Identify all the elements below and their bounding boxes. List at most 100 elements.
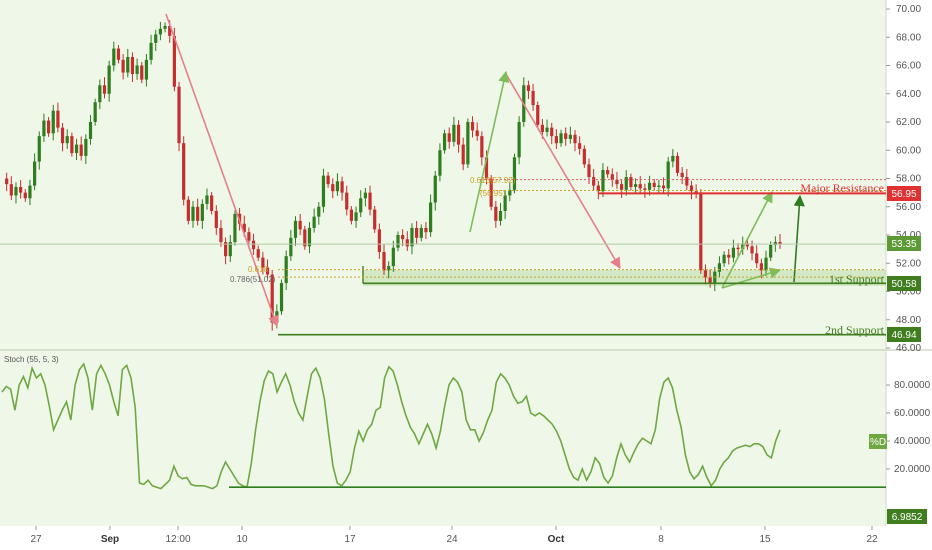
candle-body xyxy=(391,247,395,267)
candle-body xyxy=(536,105,540,125)
candle-body xyxy=(228,242,232,257)
candle-body xyxy=(722,254,726,264)
stoch-support-badge xyxy=(887,509,927,524)
candle-body xyxy=(717,263,722,272)
price-tick-label: 60.00 xyxy=(896,145,921,156)
time-axis-background xyxy=(0,526,932,550)
candle-body xyxy=(200,203,204,221)
candle-body xyxy=(261,257,265,268)
candle-body xyxy=(508,189,512,196)
candle-body xyxy=(540,124,545,132)
candle-body xyxy=(582,148,586,165)
candle-body xyxy=(186,199,190,221)
price-tick-label: 48.00 xyxy=(896,315,921,326)
first-support-zone xyxy=(363,270,886,286)
candle-body xyxy=(363,192,367,199)
stoch-tick-label: 20.0000 xyxy=(894,464,931,475)
candle-body xyxy=(210,195,214,211)
candle-body xyxy=(5,178,9,185)
time-tick-label: 12:00 xyxy=(165,534,190,545)
time-tick-label: 17 xyxy=(344,534,356,545)
candle-body xyxy=(144,59,149,80)
candle-body xyxy=(387,266,391,271)
candle-body xyxy=(773,242,777,245)
price-tick-label: 64.00 xyxy=(896,89,921,100)
last-price-badge-text: 53.35 xyxy=(891,239,916,250)
time-tick-label: 10 xyxy=(236,534,248,545)
candle-body xyxy=(545,127,549,132)
candle-body xyxy=(79,144,83,156)
fib-label-786: 0.786(51.02) xyxy=(230,275,276,284)
candle-body xyxy=(135,65,139,74)
projected-up-arrow xyxy=(793,194,805,283)
candle-body xyxy=(517,122,521,158)
first-support-label: 1st Support xyxy=(829,272,885,286)
candle-body xyxy=(303,229,307,247)
candle-body xyxy=(596,185,600,192)
resistance-price-badge-text: 56.95 xyxy=(891,189,916,200)
candle-body xyxy=(396,235,400,248)
candle-body xyxy=(405,239,409,247)
candle-body xyxy=(424,227,428,233)
second-support-price-badge-text: 46.94 xyxy=(891,330,916,341)
price-axis-ticks: 70.00 68.00 66.00 64.00 62.00 60.00 58.00 56.00… xyxy=(886,4,921,354)
stoch-axis-ticks: 80.0000 60.0000 40.0000 20.0000 xyxy=(886,380,931,475)
candle-body xyxy=(149,42,153,60)
candle-body xyxy=(503,195,507,211)
fib-label-618-high: 0.618(57.92) xyxy=(470,176,516,185)
candle-body xyxy=(438,150,442,176)
candle-body xyxy=(23,192,27,199)
candle-body xyxy=(466,122,470,165)
price-tick-label: 66.00 xyxy=(896,61,921,72)
candle-body xyxy=(242,223,246,233)
candle-body xyxy=(107,65,111,94)
bearish-arrow-2 xyxy=(505,73,621,269)
candle-body xyxy=(345,192,349,210)
candle-body xyxy=(419,227,423,238)
candle-body xyxy=(368,192,372,210)
price-tick-label: 56.00 xyxy=(896,202,921,213)
bullish-arrow-1 xyxy=(469,70,510,233)
candle-body xyxy=(401,235,405,240)
candle-body xyxy=(410,227,414,247)
candle-body xyxy=(703,270,708,278)
second-support-price-badge xyxy=(887,327,921,342)
candle-body xyxy=(606,170,610,175)
candle-body xyxy=(98,85,102,103)
candle-body xyxy=(601,170,605,192)
candle-body xyxy=(321,175,326,207)
stoch-title: Stoch (55, 5, 3) xyxy=(4,355,59,364)
candle-body xyxy=(526,85,531,91)
fib-label-resistance: (56.95) xyxy=(480,189,506,198)
candle-body xyxy=(298,220,302,230)
candle-body xyxy=(564,133,568,139)
first-support-price-badge xyxy=(887,276,921,291)
candle-body xyxy=(56,110,60,128)
candle-body xyxy=(233,213,237,243)
second-support-label: 2nd Support xyxy=(825,323,885,337)
candle-body xyxy=(177,86,181,144)
candle-body xyxy=(289,237,293,257)
candle-body xyxy=(196,206,200,221)
resistance-price-badge xyxy=(887,186,921,201)
candle-body xyxy=(731,247,736,258)
candle-body xyxy=(442,133,447,151)
candle-body xyxy=(778,242,782,245)
candle-body xyxy=(65,136,69,144)
candle-body xyxy=(14,186,18,196)
candle-body xyxy=(42,120,46,137)
candle-body xyxy=(559,133,563,144)
price-tick-label: 50.00 xyxy=(896,287,921,298)
candle-body xyxy=(657,185,661,187)
candle-body xyxy=(484,157,489,179)
candle-body xyxy=(475,130,479,137)
candle-body xyxy=(647,182,652,190)
candle-body xyxy=(168,25,172,36)
candle-body xyxy=(452,124,456,142)
candle-body xyxy=(620,184,624,190)
price-axis-background xyxy=(886,0,932,550)
stoch-tick-label: 80.0000 xyxy=(894,380,931,391)
candle-body xyxy=(550,127,554,137)
price-tick-label: 70.00 xyxy=(896,4,921,15)
